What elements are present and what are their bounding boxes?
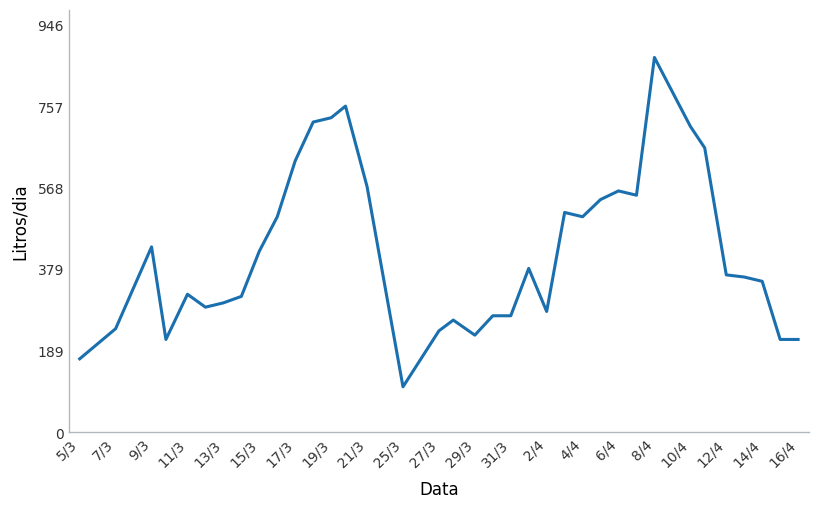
X-axis label: Data: Data xyxy=(419,480,458,498)
Y-axis label: Litros/dia: Litros/dia xyxy=(11,183,29,260)
